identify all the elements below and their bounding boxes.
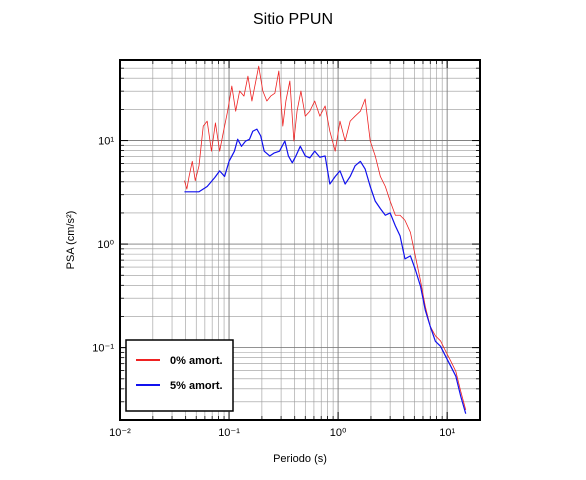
x-tick-label: 10⁻¹	[218, 427, 240, 439]
x-tick-label: 10⁰	[330, 427, 347, 439]
series-line	[184, 65, 467, 411]
legend-box	[125, 339, 234, 412]
plot-frame	[119, 59, 481, 421]
series-line	[184, 128, 467, 414]
legend-label: 0% amort.	[170, 355, 223, 367]
chart-title: Sitio PPUN	[253, 11, 333, 28]
y-axis-label: PSA (cm/s²)	[65, 211, 77, 270]
y-tick-label: 10⁰	[97, 239, 114, 251]
y-tick-label: 10⁻¹	[92, 343, 114, 355]
y-tick-label: 10¹	[98, 136, 114, 148]
x-tick-label: 10¹	[439, 427, 455, 439]
legend-label: 5% amort.	[170, 380, 223, 392]
x-axis-label: Periodo (s)	[273, 453, 327, 465]
x-tick-label: 10⁻²	[109, 427, 131, 439]
